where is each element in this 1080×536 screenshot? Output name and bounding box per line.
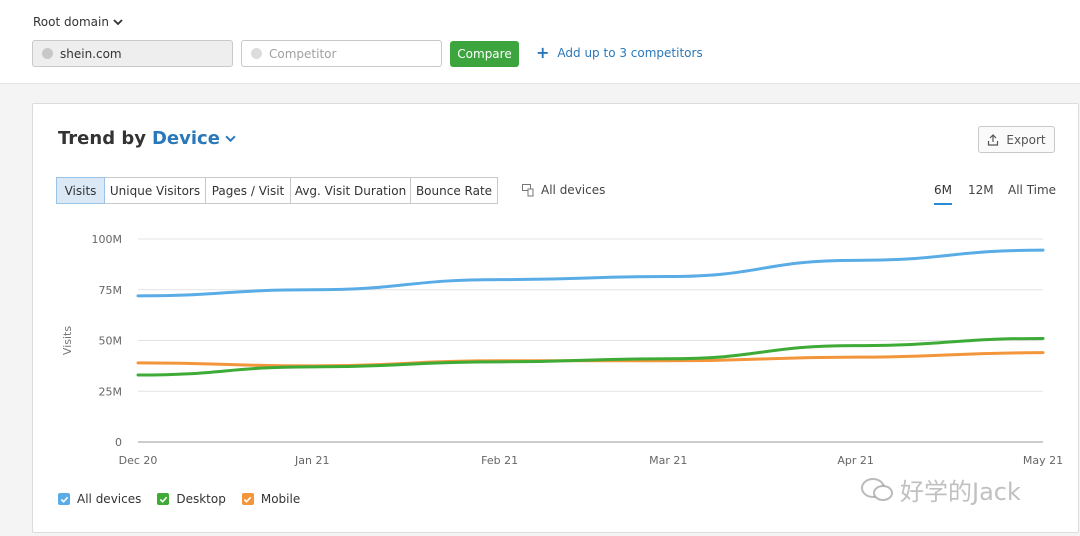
y-tick-label: 0 (115, 436, 122, 449)
plus-icon: + (536, 43, 550, 62)
series-line-all-devices (136, 248, 1045, 298)
legend-label: All devices (77, 492, 142, 506)
competitor-input[interactable]: Competitor (241, 40, 442, 67)
legend-desktop[interactable]: Desktop (157, 492, 226, 506)
y-tick-label: 75M (99, 284, 123, 297)
compare-button[interactable]: Compare (450, 41, 519, 67)
checkbox-checked-icon[interactable] (241, 493, 254, 505)
export-icon (988, 133, 999, 146)
y-axis-label: Visits (61, 326, 74, 355)
tab-avg-visit-duration[interactable]: Avg. Visit Duration (290, 177, 411, 204)
device-filter-label: All devices (541, 183, 606, 197)
domain-input[interactable]: shein.com (32, 40, 233, 67)
x-tick-label: Dec 20 (119, 454, 158, 467)
competitor-placeholder: Competitor (269, 46, 337, 61)
watermark-text: 好学的Jack (900, 478, 1021, 506)
competitor-color-dot (251, 48, 262, 59)
domain-value: shein.com (60, 46, 122, 61)
devices-icon (522, 183, 534, 196)
y-tick-label: 50M (99, 335, 123, 348)
series-line-desktop (136, 336, 1045, 377)
add-competitors-link[interactable]: + Add up to 3 competitors (536, 43, 703, 62)
chart-legend: All devices Desktop Mobile (58, 492, 300, 506)
y-tick-label: 25M (99, 385, 123, 398)
watermark: 好学的Jack (860, 472, 1021, 507)
x-tick-label: Feb 21 (481, 454, 518, 467)
wechat-icon (861, 477, 893, 501)
export-button[interactable]: Export (978, 126, 1055, 153)
add-competitors-label: Add up to 3 competitors (557, 46, 703, 60)
checkbox-checked-icon[interactable] (157, 493, 170, 505)
export-label: Export (1006, 132, 1046, 147)
domain-header: Root domain shein.com Competitor Compare… (0, 0, 1080, 84)
checkbox-checked-icon[interactable] (58, 493, 70, 505)
y-tick-label: 100M (92, 233, 123, 246)
visits-line-chart: 0 25M 50M 75M 100M Dec 20 Jan 21 Feb 21 Mar 21 Ap… (61, 233, 1063, 467)
x-tick-label: Jan 21 (294, 454, 329, 467)
legend-all-devices[interactable]: All devices (58, 492, 141, 506)
root-domain-label: Root domain (33, 15, 109, 29)
range-all-time[interactable]: All Time (1008, 183, 1057, 197)
card-title: Trend by Device (58, 128, 236, 149)
domain-color-dot (42, 48, 53, 59)
x-tick-label: Apr 21 (837, 454, 874, 467)
range-active-indicator (934, 203, 952, 205)
range-12m[interactable]: 12M (968, 183, 994, 197)
x-tick-label: May 21 (1023, 454, 1063, 467)
chevron-down-icon (113, 19, 123, 26)
legend-label: Mobile (260, 492, 301, 506)
root-domain-dropdown[interactable]: Root domain (33, 15, 123, 29)
x-tick-label: Mar 21 (649, 454, 687, 467)
range-6m[interactable]: 6M (934, 183, 952, 197)
tab-visits[interactable]: Visits (56, 177, 105, 204)
device-filter[interactable]: All devices (522, 183, 605, 197)
tab-bounce-rate[interactable]: Bounce Rate (410, 177, 498, 204)
card-title-prefix: Trend by (58, 128, 146, 149)
chevron-down-icon[interactable] (225, 133, 236, 144)
dimension-dropdown[interactable]: Device (151, 128, 220, 149)
metric-tabs: Visits Unique Visitors Pages / Visit Avg… (56, 177, 498, 204)
legend-label: Desktop (176, 492, 226, 506)
trend-by-device-card: Trend by Device Export Visits Unique Vis… (32, 103, 1079, 533)
legend-mobile[interactable]: Mobile (241, 492, 301, 506)
